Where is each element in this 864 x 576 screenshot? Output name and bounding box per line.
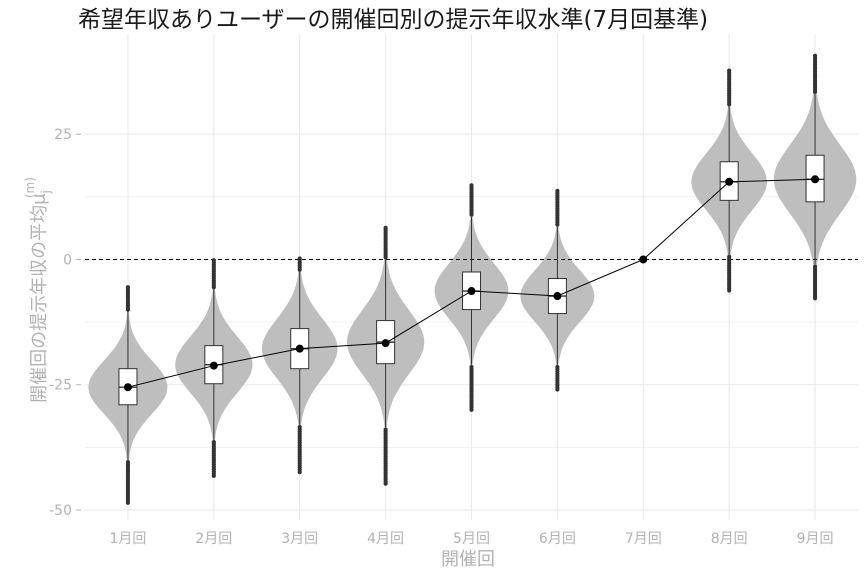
label-layer: -50 -25 0 25 1月回 2月回 3月回 4月回 5月回 6月回 7月回 8月回 9月回 — [49, 127, 833, 547]
x-tick-label: 8月回 — [711, 531, 748, 547]
outlier-point — [812, 296, 818, 301]
outlier-point — [555, 387, 560, 392]
y-axis-title-subscript: j — [39, 190, 53, 194]
x-tick-label: 6月回 — [539, 531, 576, 547]
mean-point — [811, 175, 820, 184]
mean-point — [295, 344, 304, 353]
outlier-point — [469, 407, 474, 412]
y-tick-label: -50 — [49, 503, 72, 519]
outlier-point — [555, 188, 560, 193]
x-tick-label: 2月回 — [195, 531, 232, 547]
outlier-point — [812, 53, 818, 58]
chart-title: 希望年収ありユーザーの開催回別の提示年収水準(7月回基準) — [78, 7, 709, 33]
outlier-point — [383, 225, 388, 230]
y-axis-title: 開催回の提示年収の平均μj(m) — [23, 177, 53, 403]
mean-point — [553, 292, 562, 301]
x-tick-label: 9月回 — [797, 531, 834, 547]
mean-point — [725, 177, 734, 186]
outlier-point — [125, 500, 131, 505]
mean-point — [381, 339, 390, 348]
x-axis-title: 開催回 — [441, 549, 495, 570]
mean-point — [209, 361, 218, 370]
outlier-point — [383, 481, 388, 486]
x-tick-label: 5月回 — [453, 531, 490, 547]
outlier-point — [727, 288, 732, 293]
mean-point — [123, 383, 132, 392]
mean-point — [467, 287, 476, 296]
mean-point — [639, 255, 648, 264]
y-axis-title-superscript: (m) — [23, 177, 37, 198]
x-tick-label: 1月回 — [109, 531, 146, 547]
outlier-point — [211, 258, 216, 263]
outlier-point — [469, 183, 474, 188]
y-axis-title-group: 開催回の提示年収の平均μj(m) — [23, 177, 53, 403]
outlier-point — [211, 473, 216, 479]
x-tick-label: 3月回 — [281, 531, 318, 547]
y-tick-label: -25 — [49, 378, 72, 394]
box-layer — [118, 53, 825, 505]
y-tick-label: 25 — [54, 127, 72, 143]
y-axis-title-main: 開催回の提示年収の平均μ — [29, 193, 50, 403]
outlier-point — [297, 256, 302, 261]
outlier-point — [125, 285, 131, 290]
x-tick-label: 7月回 — [625, 531, 662, 547]
y-tick-label: 0 — [63, 252, 72, 268]
mean-layer — [123, 175, 820, 392]
outlier-point — [727, 68, 732, 73]
x-tick-label: 4月回 — [367, 531, 404, 547]
outlier-point — [297, 470, 302, 475]
